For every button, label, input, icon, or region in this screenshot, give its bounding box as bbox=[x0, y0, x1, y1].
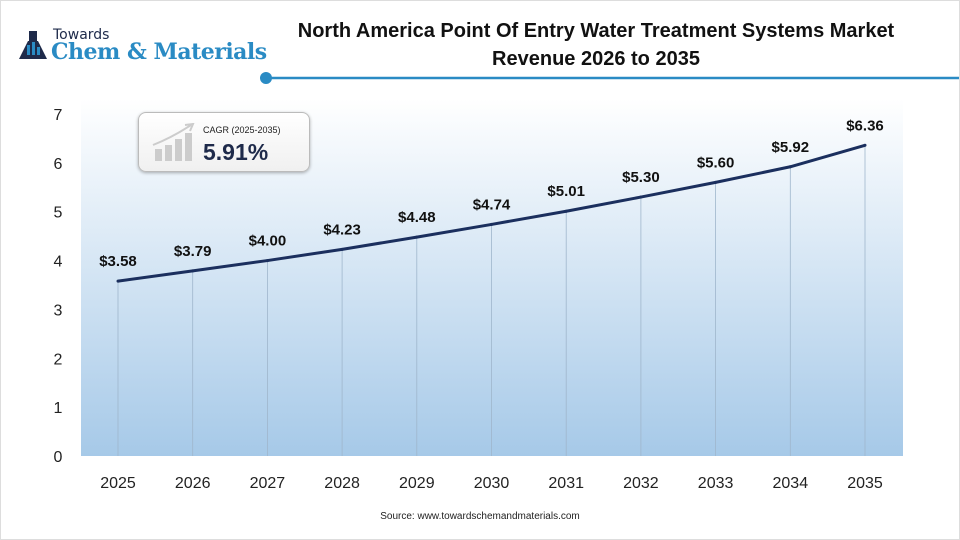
x-tick-label: 2027 bbox=[250, 475, 286, 492]
data-label: $3.79 bbox=[174, 243, 212, 260]
data-point bbox=[340, 247, 344, 251]
x-tick-label: 2026 bbox=[175, 475, 211, 492]
x-tick-label: 2034 bbox=[773, 475, 809, 492]
data-point bbox=[863, 143, 867, 147]
data-point bbox=[191, 269, 195, 273]
data-label: $4.00 bbox=[249, 233, 287, 250]
brand-line2: Chem & Materials bbox=[51, 39, 267, 65]
data-label: $5.92 bbox=[772, 139, 810, 156]
brand-line1: Towards bbox=[53, 27, 110, 43]
x-tick-label: 2030 bbox=[474, 475, 510, 492]
source-note: Source: www.towardschemandmaterials.com bbox=[380, 511, 580, 522]
data-label: $5.01 bbox=[547, 183, 585, 200]
x-tick-label: 2028 bbox=[324, 475, 360, 492]
x-tick-label: 2025 bbox=[100, 475, 136, 492]
data-label: $6.36 bbox=[846, 117, 884, 134]
data-label: $5.60 bbox=[697, 154, 735, 171]
data-point bbox=[788, 165, 792, 169]
data-point bbox=[639, 195, 643, 199]
data-label: $3.58 bbox=[99, 253, 137, 270]
y-tick-label: 4 bbox=[54, 254, 63, 271]
data-point bbox=[116, 279, 120, 283]
y-tick-label: 5 bbox=[54, 205, 63, 222]
y-tick-label: 6 bbox=[54, 156, 63, 173]
x-tick-label: 2035 bbox=[847, 475, 883, 492]
data-point bbox=[564, 209, 568, 213]
x-tick-label: 2031 bbox=[548, 475, 584, 492]
y-tick-label: 7 bbox=[54, 107, 63, 124]
data-point bbox=[714, 180, 718, 184]
y-tick-label: 3 bbox=[54, 302, 63, 319]
data-point bbox=[490, 222, 493, 226]
data-label: $5.30 bbox=[622, 169, 660, 186]
cagr-value: 5.91% bbox=[203, 139, 269, 165]
y-tick-label: 0 bbox=[54, 449, 63, 466]
data-point bbox=[415, 235, 419, 239]
growth-chart-icon bbox=[152, 123, 195, 161]
y-tick-label: 1 bbox=[54, 400, 63, 417]
data-label: $4.23 bbox=[323, 221, 361, 238]
cagr-box: CAGR (2025-2035) 5.91% bbox=[138, 112, 310, 172]
cagr-label: CAGR (2025-2035) bbox=[203, 125, 281, 135]
data-point bbox=[265, 259, 269, 263]
flask-icon bbox=[19, 31, 47, 59]
data-label: $4.48 bbox=[398, 209, 436, 226]
x-tick-label: 2032 bbox=[623, 475, 659, 492]
y-tick-label: 2 bbox=[54, 351, 63, 368]
chart-title: North America Point Of Entry Water Treat… bbox=[297, 20, 895, 70]
x-tick-label: 2029 bbox=[399, 475, 435, 492]
x-tick-label: 2033 bbox=[698, 475, 734, 492]
data-label: $4.74 bbox=[473, 196, 511, 213]
